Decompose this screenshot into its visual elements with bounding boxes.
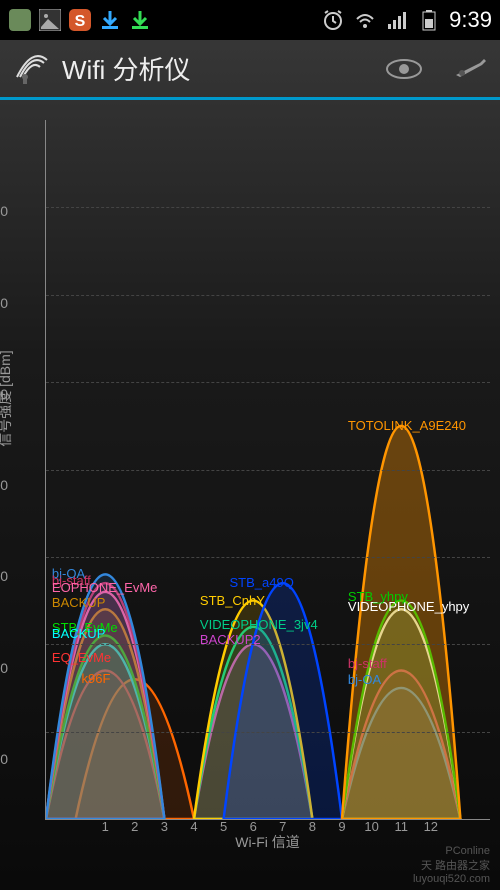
view-icon[interactable] <box>386 51 422 87</box>
network-label: TOTOLINK_A9E240 <box>348 418 466 433</box>
plot: 123456789101112 TOTOLINK_A9E240VIDEOPHON… <box>45 120 490 820</box>
network-curve <box>342 426 460 819</box>
status-left: S <box>8 8 152 32</box>
grid-line <box>46 295 490 296</box>
network-curve <box>46 574 164 819</box>
network-label: EQ_EvMe <box>52 650 111 665</box>
y-tick: -50 <box>0 386 8 402</box>
network-label: k96F <box>82 671 111 686</box>
wm1: PConline <box>413 845 490 857</box>
status-right: 9:39 <box>321 7 492 33</box>
alarm-icon <box>321 8 345 32</box>
network-label: BACKUP <box>52 595 105 610</box>
grid-line <box>46 470 490 471</box>
chart-area: 信号强度 [dBm] -30-40-50-60-70-80-90 1234567… <box>45 120 490 850</box>
wifi-logo-icon <box>12 45 52 92</box>
grid-line <box>46 644 490 645</box>
grid-line <box>46 382 490 383</box>
network-label: bj-staff <box>348 656 387 671</box>
x-tick: 2 <box>131 819 138 834</box>
skype-icon: S <box>68 8 92 32</box>
x-tick: 4 <box>190 819 197 834</box>
network-label: STB_CnhY <box>200 593 265 608</box>
download-green-icon <box>128 8 152 32</box>
network-label: STB_yhpy <box>348 589 408 604</box>
x-tick: 8 <box>309 819 316 834</box>
app-title: Wifi 分析仪 <box>12 45 191 92</box>
x-axis-label: Wi-Fi 信道 <box>235 832 300 852</box>
x-tick: 1 <box>102 819 109 834</box>
header-actions <box>386 51 488 87</box>
network-label: bj-OA <box>348 672 381 687</box>
signal-icon <box>385 8 409 32</box>
clock: 9:39 <box>449 7 492 33</box>
network-label: BACKUP2 <box>200 632 261 647</box>
network-label: STB_a49Q <box>230 575 294 590</box>
download-blue-icon <box>98 8 122 32</box>
app-icon-1 <box>8 8 32 32</box>
network-label: BACKUP <box>52 626 105 641</box>
wm2: 天 路由器之家 <box>413 857 490 873</box>
y-tick: -60 <box>0 477 8 493</box>
y-tick: -30 <box>0 203 8 219</box>
network-label: VIDEOPHONE_3jv4 <box>200 617 318 632</box>
settings-icon[interactable] <box>452 51 488 87</box>
y-tick: -80 <box>0 660 8 676</box>
wm3: luyouqi520.com <box>413 873 490 885</box>
grid-line <box>46 557 490 558</box>
gallery-icon <box>38 8 62 32</box>
status-bar: S 9:39 <box>0 0 500 40</box>
battery-icon <box>417 8 441 32</box>
app-title-text: Wifi 分析仪 <box>62 50 191 87</box>
x-tick: 11 <box>394 819 408 834</box>
y-tick: -40 <box>0 295 8 311</box>
y-tick: -70 <box>0 568 8 584</box>
x-tick: 12 <box>424 819 438 834</box>
network-label: EOPHONE_EvMe <box>52 580 157 595</box>
svg-text:S: S <box>75 13 86 30</box>
y-tick: -90 <box>0 751 8 767</box>
x-tick: 3 <box>161 819 168 834</box>
wifi-icon <box>353 8 377 32</box>
x-tick: 5 <box>220 819 227 834</box>
app-header: Wifi 分析仪 <box>0 40 500 100</box>
x-tick: 10 <box>364 819 378 834</box>
grid-line <box>46 732 490 733</box>
x-tick: 9 <box>338 819 345 834</box>
grid-line <box>46 207 490 208</box>
watermark: PConline 天 路由器之家 luyouqi520.com <box>413 845 490 885</box>
